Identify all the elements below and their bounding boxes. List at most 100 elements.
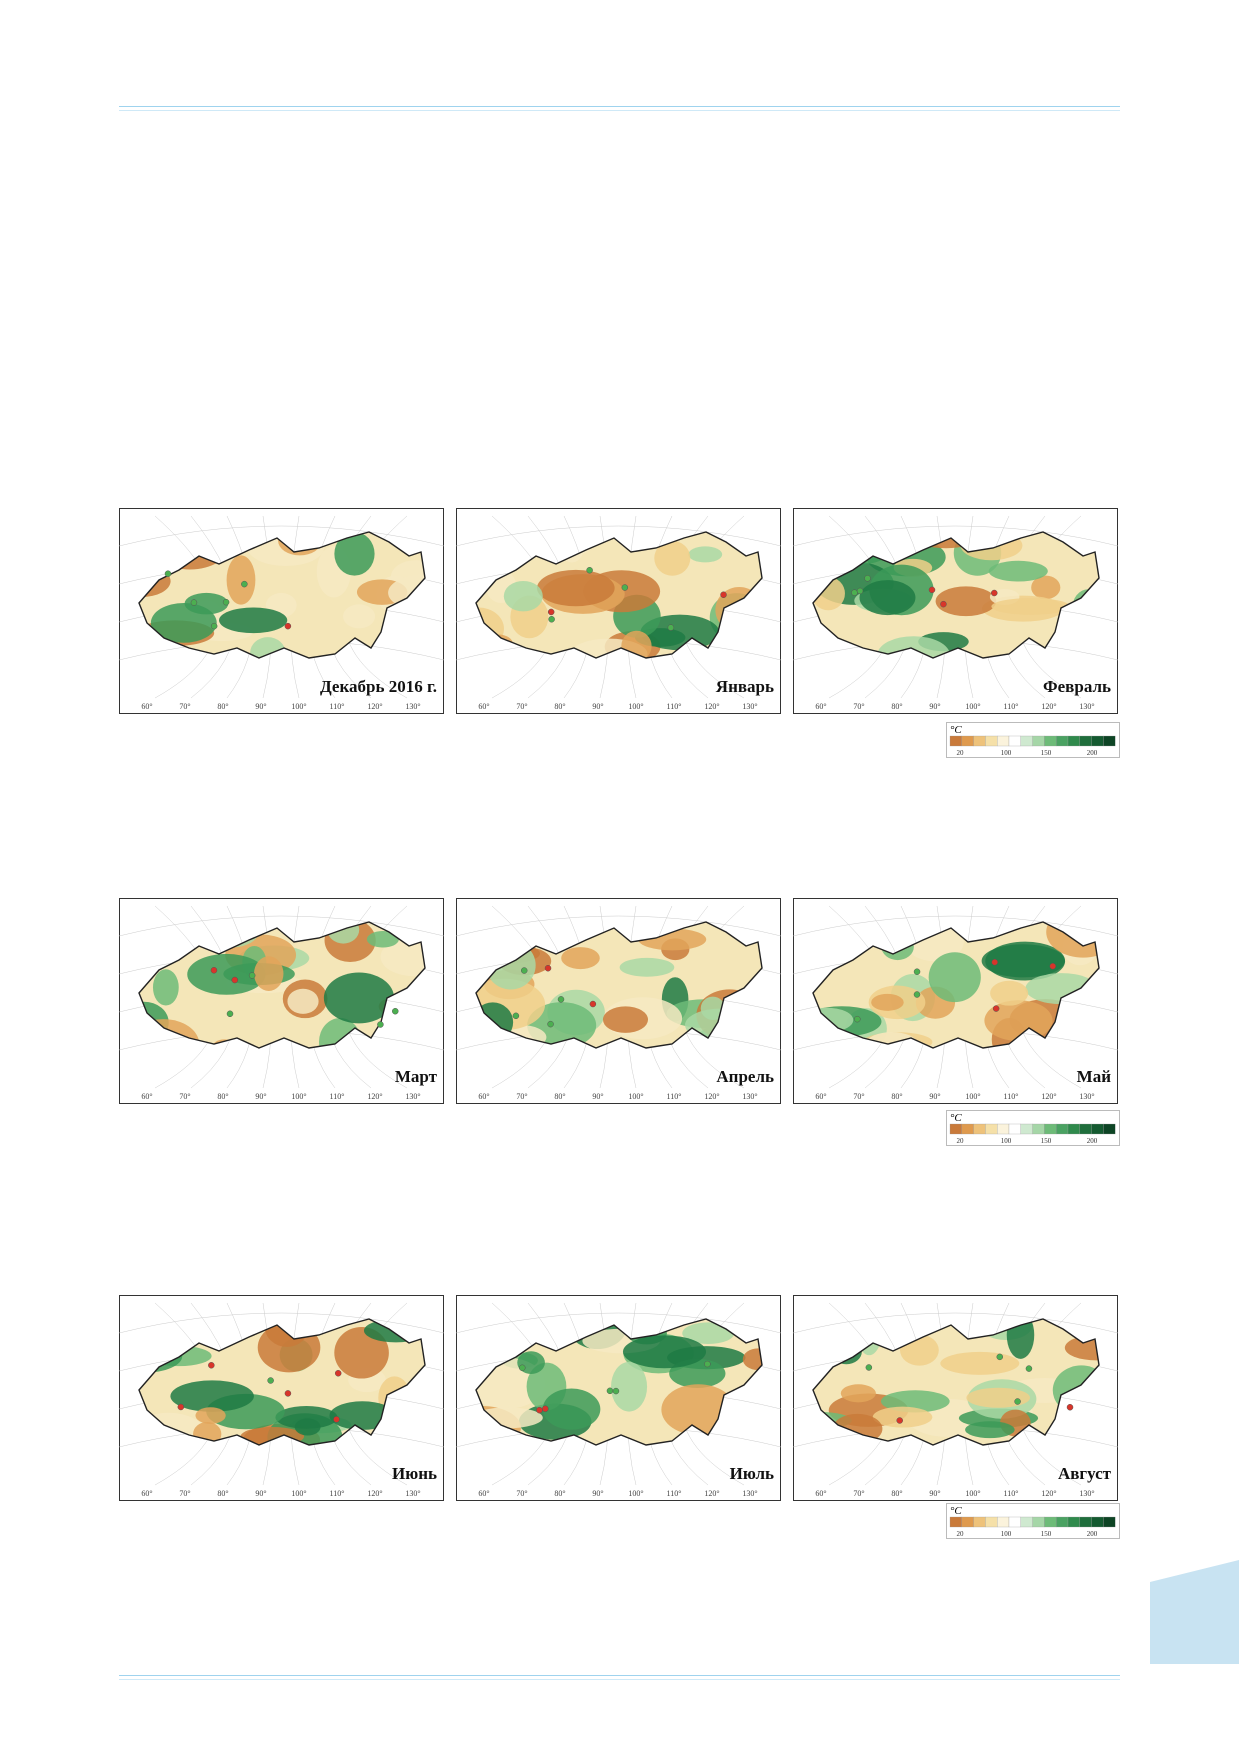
legend-swatch	[997, 1516, 1010, 1528]
station	[334, 1370, 342, 1377]
longitude-label: 70°	[853, 1489, 864, 1498]
color-patch	[152, 969, 179, 1006]
legend-swatch	[1091, 1516, 1104, 1528]
station	[548, 616, 555, 623]
color-patch	[170, 1380, 254, 1412]
map-panel: 60° 70° 80° 90° 100° 110° 120° 130° Январь	[456, 508, 781, 714]
map-panel: 60° 70° 80° 90° 100° 110° 120° 130° Апрель	[456, 898, 781, 1104]
longitude-label: 80°	[554, 1489, 565, 1498]
longitude-label: 130°	[1079, 1092, 1094, 1101]
longitude-label: 60°	[815, 1092, 826, 1101]
longitude-label: 70°	[179, 702, 190, 711]
color-patch	[871, 993, 904, 1011]
country-border	[475, 1318, 763, 1446]
station	[512, 1012, 520, 1020]
longitude-label: 60°	[478, 702, 489, 711]
station	[1025, 1365, 1033, 1372]
longitude-label: 90°	[255, 1489, 266, 1498]
station	[536, 1406, 543, 1414]
station	[856, 587, 864, 595]
station	[913, 991, 921, 998]
station	[1014, 1398, 1021, 1405]
legend-swatch	[949, 735, 962, 747]
longitude-label: 70°	[179, 1092, 190, 1101]
station	[210, 622, 218, 630]
legend-swatch	[1008, 735, 1021, 747]
legend-swatch	[1008, 1516, 1021, 1528]
longitude-label: 130°	[405, 1489, 420, 1498]
station	[1066, 1403, 1074, 1411]
longitude-label: 80°	[891, 1489, 902, 1498]
longitude-label: 80°	[554, 702, 565, 711]
station	[589, 1000, 597, 1008]
legend-tick: 20	[957, 1530, 965, 1538]
station	[996, 1353, 1004, 1361]
longitude-label: 70°	[516, 1092, 527, 1101]
color-patch	[622, 1335, 707, 1369]
longitude-label: 60°	[815, 1489, 826, 1498]
longitude-label: 60°	[141, 1489, 152, 1498]
color-patch	[503, 580, 543, 612]
color-legend: °C 20 100 150 200	[946, 1110, 1120, 1146]
color-patch	[219, 607, 288, 634]
color-patch	[840, 1384, 876, 1403]
map-panel: 60° 70° 80° 90° 100° 110° 120° 130° Август	[793, 1295, 1118, 1501]
longitude-label: 70°	[853, 702, 864, 711]
station	[333, 1416, 340, 1423]
panel-label: Апрель	[716, 1067, 774, 1086]
legend-swatch	[1103, 1123, 1116, 1135]
longitude-label: 100°	[965, 1092, 980, 1101]
color-patch	[935, 586, 997, 617]
station	[992, 1005, 1000, 1012]
longitude-label: 100°	[628, 702, 643, 711]
color-patch	[1031, 575, 1061, 600]
color-patch	[966, 1387, 1030, 1408]
legend-swatch	[1067, 735, 1080, 747]
legend-swatch	[1079, 1516, 1092, 1528]
longitude-label: 110°	[330, 1489, 345, 1498]
station	[913, 968, 921, 975]
header-rule	[119, 106, 1120, 111]
longitude-label: 90°	[592, 1489, 603, 1498]
legend-swatch	[949, 1123, 962, 1135]
legend-tick: 20	[957, 1137, 965, 1145]
legend-unit: °C	[950, 1112, 962, 1124]
station	[928, 586, 936, 594]
longitude-label: 130°	[742, 1092, 757, 1101]
station	[851, 589, 858, 596]
longitude-label: 130°	[405, 702, 420, 711]
longitude-label: 130°	[1079, 1489, 1094, 1498]
station	[896, 1417, 903, 1424]
longitude-label: 120°	[704, 1489, 719, 1498]
station	[377, 1021, 384, 1028]
legend-swatch	[1032, 1123, 1045, 1135]
station	[865, 1364, 873, 1371]
longitude-label: 80°	[217, 702, 228, 711]
map-panel: 60° 70° 80° 90° 100° 110° 120° 130° Декабрь 2016…	[119, 508, 444, 714]
color-patch	[988, 560, 1048, 582]
station	[586, 566, 593, 574]
longitude-label: 110°	[667, 1092, 682, 1101]
color-patch	[611, 1361, 648, 1412]
longitude-label: 90°	[592, 1092, 603, 1101]
legend-tick: 200	[1087, 1530, 1098, 1538]
color-patch	[654, 540, 691, 576]
longitude-label: 70°	[516, 702, 527, 711]
country-border	[138, 1318, 426, 1446]
station	[520, 967, 528, 974]
legend-swatch	[973, 1123, 986, 1135]
longitude-label: 90°	[255, 1092, 266, 1101]
longitude-label: 100°	[965, 702, 980, 711]
longitude-label: 120°	[704, 1092, 719, 1101]
color-patch	[294, 1418, 321, 1436]
color-patch	[965, 1421, 1015, 1439]
longitude-label: 100°	[628, 1092, 643, 1101]
legend-swatch	[985, 1123, 998, 1135]
legend-swatch	[1044, 1516, 1057, 1528]
longitude-label: 110°	[667, 1489, 682, 1498]
station	[190, 599, 198, 606]
color-patch	[928, 952, 981, 1003]
station	[164, 570, 172, 577]
country-border	[812, 531, 1100, 659]
